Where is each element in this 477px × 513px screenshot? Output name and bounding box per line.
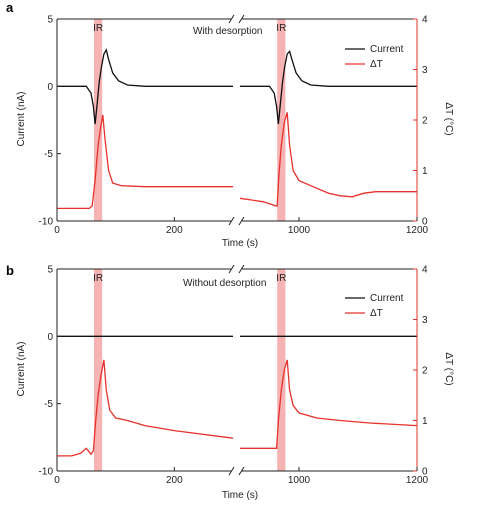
axis-break-mark <box>228 264 235 274</box>
series-line-deltat <box>57 114 233 210</box>
x-tick-label: 0 <box>54 225 60 236</box>
legend-current: Current <box>370 293 404 304</box>
panel-label: b <box>6 263 14 278</box>
ir-label: IR <box>93 273 103 284</box>
axis-break-mark <box>238 264 245 274</box>
y-axis-label-left: Current (nA) <box>16 341 27 396</box>
series-group <box>57 335 418 457</box>
x-tick-label: 0 <box>54 475 60 486</box>
y-tick-label-right: 4 <box>422 265 428 276</box>
ir-bands: IR IR <box>93 269 286 471</box>
y-axis-label-right: ΔT (°C) <box>443 352 454 385</box>
y-tick-label-left: 5 <box>47 265 53 276</box>
legend-deltat: ΔT <box>370 308 383 319</box>
axis-break-mark <box>238 14 245 24</box>
y-tick-label-left: -10 <box>39 217 54 228</box>
panel-b: b IR IR -10 -5 0 5 0 1 2 3 4 0 200 1000 1200 Without … <box>6 263 454 501</box>
panel-a: a IR IR -10 -5 0 5 0 1 2 3 4 0 200 1000 1200 With des… <box>6 0 454 249</box>
ir-band <box>277 269 286 471</box>
ir-band <box>93 19 103 221</box>
ir-label: IR <box>93 23 103 34</box>
y-tick-label-left: -10 <box>39 467 54 478</box>
x-tick-label: 200 <box>166 475 183 486</box>
axes: -10 -5 0 5 0 1 2 3 4 0 200 1000 1200 <box>39 265 429 487</box>
axis-break-mark <box>238 466 245 476</box>
ir-band <box>93 269 103 471</box>
annotation: With desorption <box>193 26 262 37</box>
series-line-current <box>240 49 417 125</box>
y-tick-label-right: 3 <box>422 65 428 76</box>
y-tick-label-right: 1 <box>422 166 428 177</box>
y-axis-label-right: ΔT (°C) <box>443 102 454 135</box>
axes: -10 -5 0 5 0 1 2 3 4 0 200 1000 1200 <box>39 15 429 237</box>
y-tick-label-right: 0 <box>422 467 428 478</box>
series-line-current <box>57 48 233 125</box>
y-tick-label-right: 2 <box>422 366 428 377</box>
y-tick-label-right: 1 <box>422 416 428 427</box>
annotation: Without desorption <box>183 278 266 289</box>
axis-break-mark <box>228 466 235 476</box>
series-line-deltat <box>57 359 234 457</box>
x-axis-label: Time (s) <box>222 490 258 501</box>
x-tick-label: 200 <box>166 225 183 236</box>
x-tick-label: 1000 <box>288 475 311 486</box>
x-tick-label: 1000 <box>288 225 311 236</box>
series-group <box>57 48 417 210</box>
ir-bands: IR IR <box>93 19 286 221</box>
y-tick-label-left: 0 <box>47 82 53 93</box>
y-tick-label-right: 4 <box>422 15 428 26</box>
axis-break-mark <box>228 14 235 24</box>
y-tick-label-left: -5 <box>44 399 53 410</box>
ir-band <box>277 19 286 221</box>
legend-current: Current <box>370 44 404 55</box>
axis-break-mark <box>228 216 235 226</box>
x-axis-label: Time (s) <box>222 238 258 249</box>
series-line-deltat <box>240 359 418 449</box>
y-tick-label-left: 0 <box>47 332 53 343</box>
y-tick-label-right: 0 <box>422 217 428 228</box>
x-tick-label: 1200 <box>406 475 429 486</box>
series-line-deltat <box>239 112 417 207</box>
y-tick-label-left: 5 <box>47 15 53 26</box>
y-tick-label-right: 2 <box>422 116 428 127</box>
legend: Current ΔT <box>345 293 404 319</box>
x-tick-label: 1200 <box>406 225 429 236</box>
legend: Current ΔT <box>345 44 404 70</box>
panel-label: a <box>6 0 14 15</box>
y-tick-label-left: -5 <box>44 149 53 160</box>
y-axis-label-left: Current (nA) <box>16 91 27 146</box>
legend-deltat: ΔT <box>370 59 383 70</box>
ir-label: IR <box>276 273 286 284</box>
y-tick-label-right: 3 <box>422 315 428 326</box>
ir-label: IR <box>276 23 286 34</box>
axis-break-mark <box>238 216 245 226</box>
